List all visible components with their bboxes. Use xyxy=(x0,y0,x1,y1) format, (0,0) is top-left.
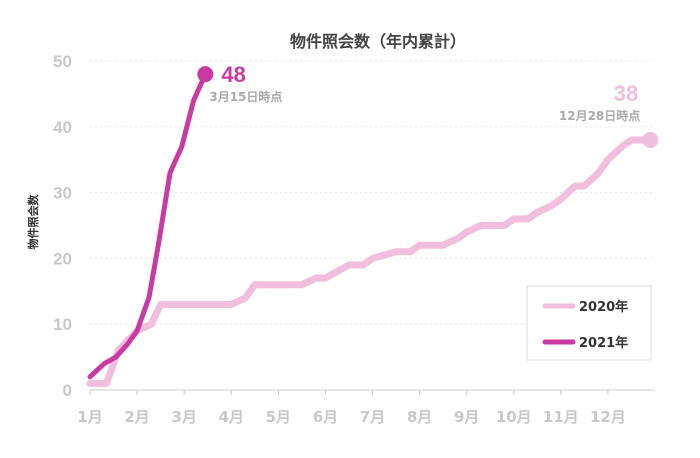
chart-title: 物件照会数（年内累計） xyxy=(290,32,466,51)
end-point-marker xyxy=(642,131,659,148)
annotation-date: 3月15日時点 xyxy=(209,89,282,104)
x-tick-label: 10月 xyxy=(496,408,532,426)
legend: 2020年 2021年 xyxy=(526,285,652,361)
legend-box xyxy=(526,285,652,361)
legend-label-2021: 2021年 xyxy=(579,335,628,351)
x-tick-label: 1月 xyxy=(77,408,102,426)
y-tick-label: 20 xyxy=(53,249,72,268)
annotation-value: 48 xyxy=(221,62,245,87)
series-line-0 xyxy=(86,136,654,387)
x-tick-label: 8月 xyxy=(407,408,432,426)
y-axis-ticks: 0 10 20 30 40 50 xyxy=(53,52,72,400)
series-line-1 xyxy=(87,71,208,380)
annotations: 48 3月15日時点 38 12月28日時点 xyxy=(197,62,659,148)
x-tick-label: 9月 xyxy=(454,408,479,426)
x-tick-label: 6月 xyxy=(313,408,338,426)
annotation-value: 38 xyxy=(614,81,638,106)
y-tick-label: 30 xyxy=(53,184,72,203)
x-tick-label: 7月 xyxy=(360,408,385,426)
x-tick-label: 12月 xyxy=(590,408,626,426)
y-tick-label: 40 xyxy=(53,118,72,137)
x-tick-label: 11月 xyxy=(543,408,579,426)
series-lines xyxy=(86,71,654,387)
y-axis-label: 物件照会数 xyxy=(26,194,40,250)
x-tick-label: 5月 xyxy=(266,408,291,426)
x-tick-label: 3月 xyxy=(171,408,196,426)
legend-label-2020: 2020年 xyxy=(579,299,628,315)
x-tick-label: 2月 xyxy=(124,408,149,426)
end-point-marker xyxy=(197,66,214,83)
annotation-date: 12月28日時点 xyxy=(559,108,640,123)
x-axis-ticks: 1月 2月 3月 4月 5月 6月 7月 8月 9月 10月 11月 12月 xyxy=(77,390,626,426)
y-tick-label: 10 xyxy=(53,315,72,334)
y-tick-label: 0 xyxy=(63,381,72,400)
y-tick-label: 50 xyxy=(53,52,72,71)
x-tick-label: 4月 xyxy=(219,408,244,426)
